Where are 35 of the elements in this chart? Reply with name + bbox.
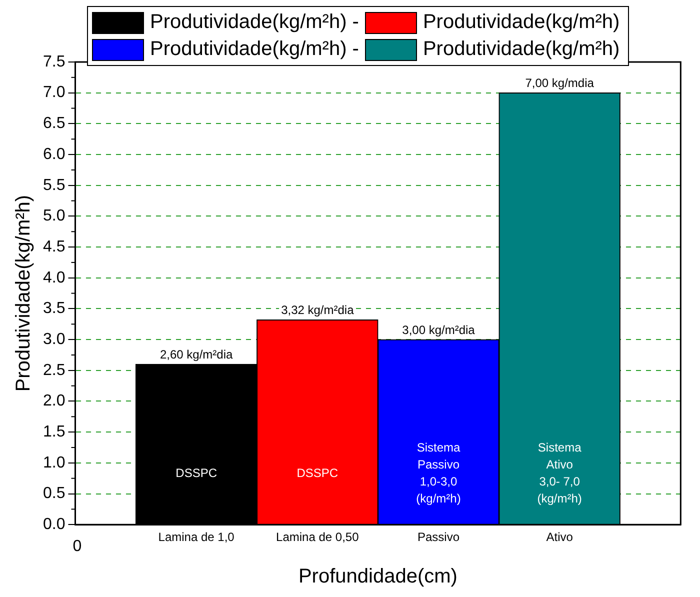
x-tick-label: Lamina de 0,50 (276, 530, 360, 544)
y-tick-label: 7.5 (42, 53, 66, 70)
legend-label: Produtividade(kg/m²h) (422, 37, 620, 62)
y-tick-label: 1.0 (42, 454, 66, 472)
legend-label: Produtividade(kg/m²h) (422, 10, 620, 35)
y-tick-label: 6.0 (42, 146, 66, 163)
y-tick-label: 5.5 (42, 176, 66, 194)
annotation: Sistema Passivo 1,0-3,0 (kg/m²h) (416, 440, 461, 506)
data-label: 3,00 kg/m²dia (402, 322, 476, 337)
annotation: Sistema Ativo 3,0- 7,0 (kg/m²h) (537, 440, 582, 506)
y-tick-label: 7.0 (42, 84, 66, 102)
y-tick-label: 2.0 (42, 392, 66, 410)
y-tick-label: 0.0 (42, 516, 66, 534)
data-label: 2,60 kg/m²dia (160, 348, 234, 362)
legend-label: Produtividade(kg/m²h) - (150, 10, 359, 35)
y-axis-title: Produtividade(kg/m²h) (12, 194, 35, 392)
legend-label: Produtividade(kg/m²h) - (150, 37, 359, 62)
y-tick-label: 1.5 (42, 423, 66, 440)
data-label: 7,00 kg/mdia (525, 76, 594, 90)
data-label: 3,32 kg/m²dia (281, 303, 354, 318)
y-tick-label: 3.5 (42, 300, 66, 318)
y-tick-label: 6.5 (42, 115, 66, 132)
x-axis-title: Profundidade(cm) (298, 566, 458, 588)
annotation: DSSPC (176, 466, 218, 480)
text: 0 (72, 538, 82, 556)
y-tick-label: 4.0 (42, 269, 66, 286)
y-tick-label: 3.0 (42, 330, 66, 348)
annotation: DSSPC (296, 466, 338, 480)
x-tick-label: Lamina de 1,0 (158, 530, 235, 544)
y-tick-label: 2.5 (42, 362, 66, 379)
x-tick-label: Passivo (417, 530, 460, 544)
y-tick-label: 5.0 (42, 208, 66, 225)
y-tick-label: 0.5 (42, 485, 66, 502)
x-tick-label: Ativo (546, 530, 574, 544)
y-tick-label: 4.5 (42, 238, 66, 256)
